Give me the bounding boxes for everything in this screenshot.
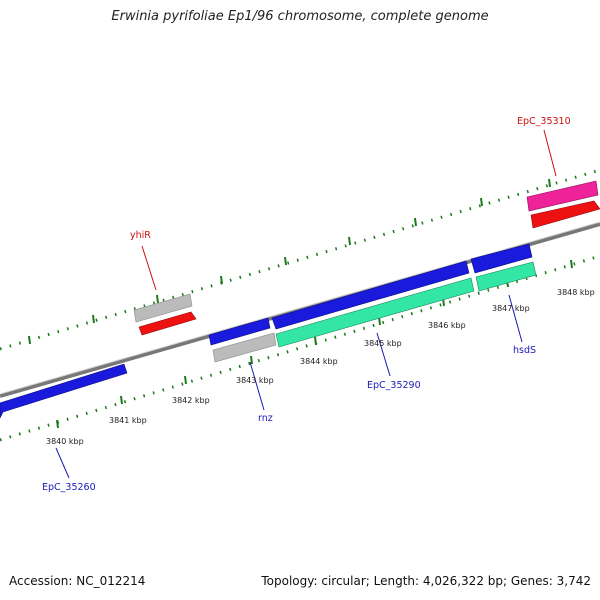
gene-label-EpC_35290: EpC_35290 [367,380,421,391]
feature-EpC_35310-pink[interactable] [526,180,599,212]
gene-labels: yhiR EpC_35310 EpC_35260 rnz EpC_35290 h… [42,116,571,493]
feature-yhiR-red[interactable] [138,311,197,336]
feature-large-blue[interactable] [271,260,470,330]
feature-hsdS-blue[interactable] [470,243,533,274]
gene-label-yhiR: yhiR [130,230,151,241]
genome-title: Erwinia pyrifoliae Ep1/96 chromosome, co… [111,9,489,24]
kbp-label-3840: 3840 kbp [46,437,84,446]
genome-summary-text: Topology: circular; Length: 4,026,322 bp… [261,574,591,588]
feature-yhiR-grey[interactable] [133,293,193,323]
feature-hsdS-green[interactable] [475,261,537,292]
lower-tick-track [0,254,600,442]
kbp-label-3845: 3845 kbp [364,339,402,348]
kbp-label-3842: 3842 kbp [172,396,210,405]
upper-major-ticks [28,178,551,345]
feature-rnz-blue[interactable] [208,317,271,346]
gene-label-EpC_35260: EpC_35260 [42,482,96,493]
kbp-label-3843: 3843 kbp [236,376,274,385]
kbp-label-3841: 3841 kbp [109,416,147,425]
leader-lines [55,129,557,479]
kbp-label-3844: 3844 kbp [300,357,338,366]
kbp-label-3846: 3846 kbp [428,321,466,330]
kbp-label-3847: 3847 kbp [492,304,530,313]
feature-EpC_35290[interactable] [275,277,475,348]
feature-EpC_35260[interactable] [0,363,128,419]
feature-rnz-grey[interactable] [212,332,277,363]
gene-label-rnz: rnz [258,413,273,424]
kbp-labels: 3840 kbp 3841 kbp 3842 kbp 3843 kbp 3844… [46,288,595,446]
accession-text: Accession: NC_012214 [9,574,146,588]
kbp-label-3848: 3848 kbp [557,288,595,297]
gene-label-hsdS: hsdS [513,345,536,356]
gene-label-EpC_35310: EpC_35310 [517,116,571,127]
feature-EpC_35310-red[interactable] [530,200,600,229]
